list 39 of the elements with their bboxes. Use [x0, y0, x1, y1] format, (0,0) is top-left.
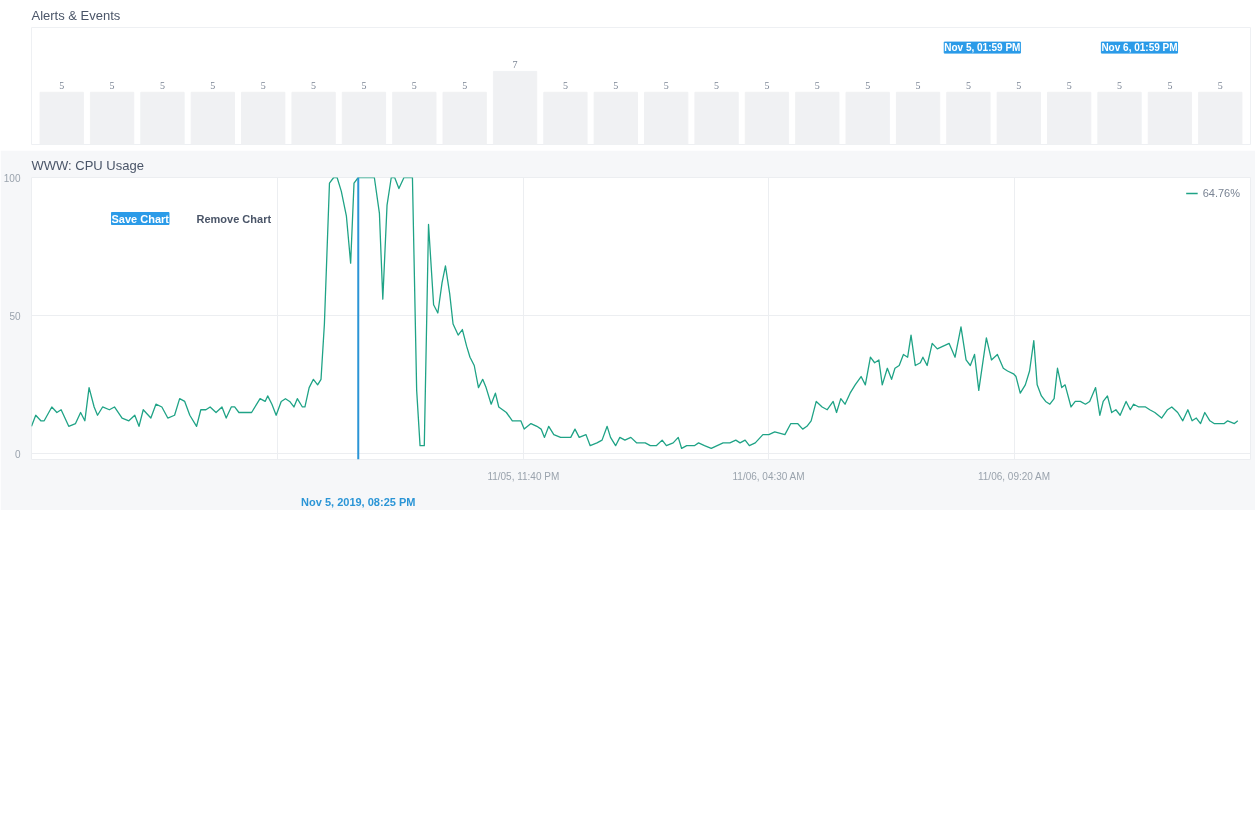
data-label: 5: [260, 80, 266, 92]
data-label: 5: [411, 80, 417, 92]
data-label: 5: [714, 80, 720, 92]
x-tick-label: 11/06, 09:20 AM: [978, 470, 1051, 482]
line-series: [31, 177, 1239, 450]
chart-title: Alerts & Events: [31, 7, 121, 23]
y-tick-label: 0: [14, 448, 21, 460]
data-label: 5: [1217, 80, 1223, 92]
legend-label: 64.76%: [1202, 187, 1240, 199]
chart-title: WWW: CPU Usage: [31, 157, 144, 173]
data-label: 7: [512, 59, 518, 71]
text: Nov 5, 01:59 PM: [944, 42, 1021, 54]
text: Nov 6, 01:59 PM: [1101, 42, 1178, 54]
annotation: Save Chart: [111, 212, 170, 225]
data-label: 5: [663, 80, 669, 92]
data-label: 5: [915, 80, 921, 92]
data-label: 5: [613, 80, 619, 92]
data-label: 5: [814, 80, 820, 92]
x-tick-label: 11/05, 11:40 PM: [487, 470, 560, 482]
data-label: 5: [361, 80, 367, 92]
annotation: Remove Chart: [196, 212, 272, 225]
data-label: 5: [1066, 80, 1072, 92]
data-label: 5: [1117, 80, 1123, 92]
data-label: 5: [462, 80, 468, 92]
data-label: 5: [159, 80, 165, 92]
data-label: 5: [764, 80, 770, 92]
ref-line-label: Nov 5, 2019, 08:25 PM: [301, 495, 416, 508]
data-label: 5: [1167, 80, 1173, 92]
data-label: 5: [210, 80, 216, 92]
data-label: 5: [311, 80, 317, 92]
data-label: 5: [965, 80, 971, 92]
data-label: 5: [865, 80, 871, 92]
data-label: 5: [59, 80, 65, 92]
x-tick-label: 11/06, 04:30 AM: [732, 470, 805, 482]
data-label: 5: [109, 80, 115, 92]
y-tick-label: 50: [9, 310, 21, 322]
data-label: 5: [562, 80, 568, 92]
data-label: 5: [1016, 80, 1022, 92]
y-tick-label: 100: [3, 172, 21, 184]
